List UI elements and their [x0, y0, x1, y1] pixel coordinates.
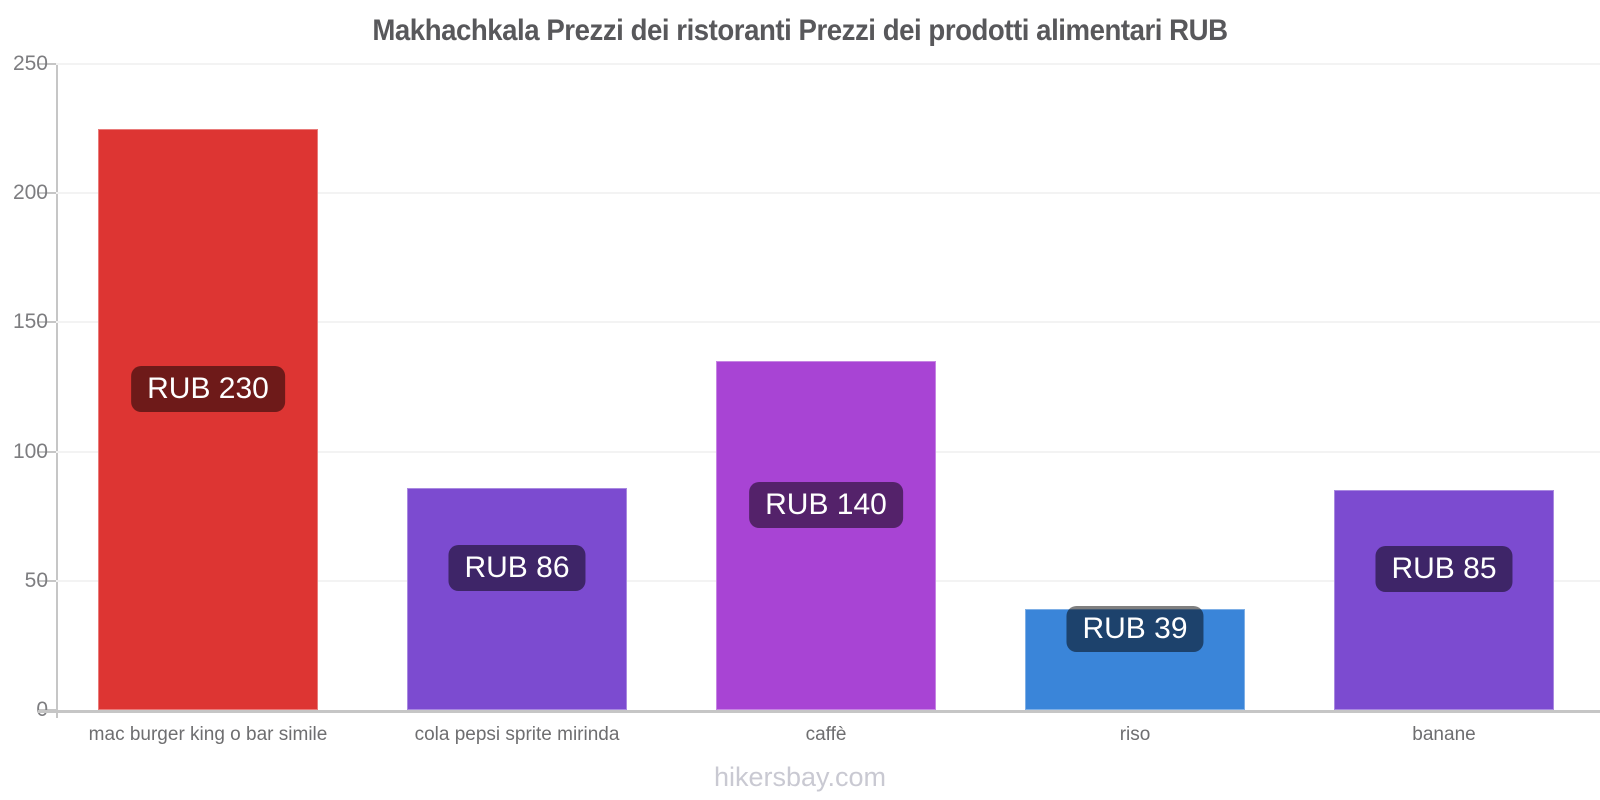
bar-value-badge: RUB 230: [131, 365, 285, 412]
gridline-200: [56, 192, 1600, 195]
bar-cola-pepsi-sprite-mirinda: RUB 86: [407, 488, 627, 710]
y-axis-tick-150: [38, 321, 56, 324]
x-axis-label-cola-pepsi-sprite-mirinda: cola pepsi sprite mirinda: [414, 724, 620, 745]
bar-mac-burger-king-o-bar-simile: RUB 230: [98, 129, 318, 710]
y-axis-tick-label-0: 0: [0, 698, 48, 722]
y-axis-tick-100: [38, 450, 56, 453]
x-axis-label-riso: riso: [1119, 724, 1151, 745]
y-axis-tick-250: [38, 63, 56, 65]
bar-value-badge: RUB 39: [1066, 605, 1204, 652]
bar-banane: RUB 85: [1334, 490, 1554, 710]
x-axis-label-caffè: caffè: [805, 724, 847, 745]
y-axis-tick-label-250: 250: [12, 52, 48, 75]
chart-title: Makhachkala Prezzi dei ristoranti Prezzi…: [372, 14, 1228, 47]
bar-value-badge: RUB 140: [749, 481, 903, 528]
gridline-250: [56, 63, 1600, 65]
y-axis-tick-label-50: 50: [24, 568, 48, 592]
watermark: hikersbay.com: [713, 762, 887, 792]
y-axis-tick-label-150: 150: [12, 310, 48, 334]
bar-value-badge: RUB 85: [1375, 546, 1513, 592]
x-axis-label-banane: banane: [1412, 724, 1476, 745]
bar-value-badge: RUB 86: [448, 545, 586, 591]
x-axis-label-mac-burger-king-o-bar-simile: mac burger king o bar simile: [88, 724, 328, 745]
x-axis-line: [38, 710, 1600, 713]
y-axis-tick-label-100: 100: [12, 439, 48, 463]
y-axis-tick-200: [38, 192, 56, 195]
gridline-150: [56, 321, 1600, 324]
y-axis-line: [56, 63, 58, 718]
y-axis-tick-label-200: 200: [12, 181, 48, 205]
y-axis-tick-50: [38, 579, 56, 582]
bar-caffè: RUB 140: [716, 361, 936, 710]
bar-riso: RUB 39: [1025, 605, 1245, 710]
